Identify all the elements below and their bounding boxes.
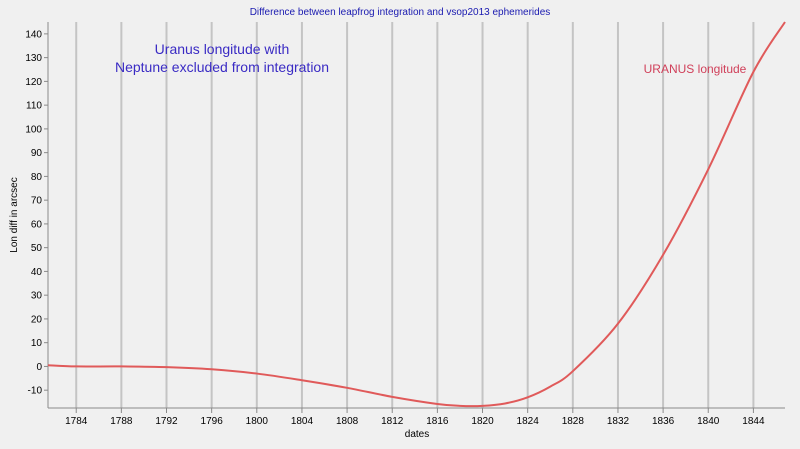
y-tick-label: 100: [25, 124, 42, 135]
y-axis-label: Lon diff in arcsec: [9, 177, 20, 252]
x-tick-label: 1820: [471, 416, 494, 427]
series-layer: [47, 21, 786, 408]
x-tick-label: 1812: [381, 416, 404, 427]
x-tick-label: 1788: [110, 416, 133, 427]
x-tick-label: 1836: [652, 416, 675, 427]
x-tick-label: 1784: [65, 416, 88, 427]
series-label: URANUS longitude: [644, 62, 747, 76]
x-axis-label: dates: [405, 429, 429, 440]
x-tick-label: 1808: [336, 416, 359, 427]
x-ticks: 1784 1788 1792 1796 1800 1804 1808 1812 1816 1820…: [65, 408, 765, 427]
x-tick-label: 1816: [426, 416, 449, 427]
x-tick-label: 1840: [697, 416, 720, 427]
y-tick-label: 10: [31, 338, 43, 349]
y-tick-label: 0: [36, 362, 42, 373]
y-tick-label: 120: [25, 77, 42, 88]
annotation-line-2: Neptune excluded from integration: [115, 59, 329, 75]
x-tick-label: 1796: [201, 416, 224, 427]
y-tick-label: 130: [25, 53, 42, 64]
x-tick-label: 1800: [246, 416, 269, 427]
x-tick-label: 1824: [517, 416, 540, 427]
x-tick-label: 1792: [155, 416, 178, 427]
y-tick-label: 110: [26, 101, 42, 112]
y-tick-label: 90: [31, 148, 43, 159]
y-tick-label: 40: [31, 267, 43, 278]
annotation-line-1: Uranus longitude with: [155, 41, 290, 57]
x-tick-label: 1832: [607, 416, 630, 427]
x-tick-label: 1844: [742, 416, 765, 427]
y-tick-label: -10: [28, 386, 43, 397]
y-tick-label: 70: [31, 196, 43, 207]
y-tick-label: 80: [31, 172, 43, 183]
x-tick-label: 1804: [291, 416, 314, 427]
y-tick-label: 50: [31, 243, 43, 254]
y-tick-label: 140: [25, 29, 42, 40]
series-line-uranus-longitude: [47, 21, 786, 408]
plot-area: [48, 22, 785, 408]
y-tick-label: 60: [31, 219, 43, 230]
y-tick-label: 30: [31, 291, 43, 302]
x-tick-label: 1828: [562, 416, 585, 427]
y-ticks: -10 0 10 20 30 40 50 60 70 80 90 100 110 120 130 140: [25, 29, 48, 397]
y-tick-label: 20: [31, 314, 43, 325]
chart-title: Difference between leapfrog integration …: [250, 7, 551, 18]
grid: [75, 22, 755, 408]
